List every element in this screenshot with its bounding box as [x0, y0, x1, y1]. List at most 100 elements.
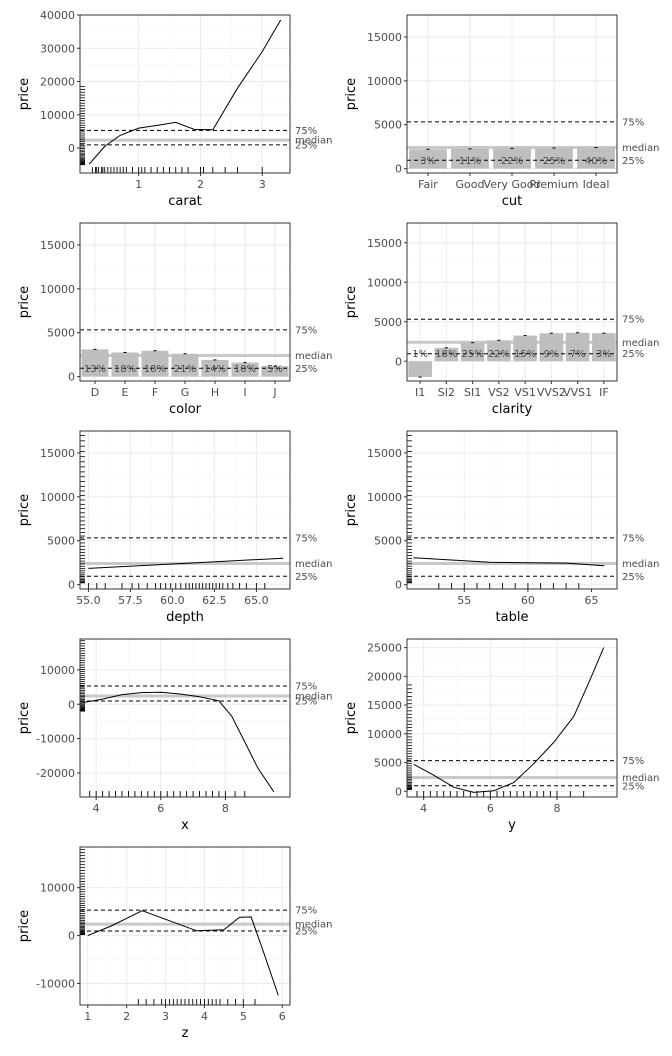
- label-25: 25%: [622, 156, 644, 167]
- x-tick-label: VS2: [488, 386, 510, 399]
- percent-label: 18%: [114, 364, 136, 375]
- x-tick-label: 4: [201, 1010, 208, 1023]
- label-75: 75%: [622, 315, 644, 326]
- label-75: 75%: [295, 126, 317, 137]
- y-axis-title: price: [17, 702, 32, 734]
- y-tick-label: 0: [68, 698, 75, 711]
- x-tick-label: 4: [420, 802, 427, 815]
- x-tick-label: VVS1: [563, 386, 592, 399]
- bar: [451, 148, 489, 169]
- x-tick-label: H: [211, 386, 219, 399]
- y-tick-label: 10000: [367, 728, 402, 741]
- x-tick-label: J: [272, 386, 276, 399]
- x-tick-label: 5: [240, 1010, 247, 1023]
- percent-label: 21%: [174, 364, 196, 375]
- y-axis-title: price: [17, 286, 32, 318]
- x-tick-label: E: [122, 386, 129, 399]
- percent-label: 18%: [144, 364, 166, 375]
- x-tick-label: 6: [279, 1010, 286, 1023]
- panel-border: [79, 14, 291, 174]
- x-axis-title: x: [181, 818, 189, 833]
- y-tick-label: 15000: [40, 239, 75, 252]
- x-tick-label: SI2: [438, 386, 455, 399]
- x-axis-title: cut: [502, 194, 522, 209]
- x-tick-label: Good: [456, 178, 485, 191]
- x-tick-label: I1: [415, 386, 425, 399]
- y-tick-label: 5000: [374, 757, 402, 770]
- panel-border: [406, 638, 618, 798]
- percent-label: 25%: [462, 349, 484, 360]
- y-tick-label: 10000: [367, 491, 402, 504]
- x-tick-label: 55.0: [76, 594, 101, 607]
- y-tick-label: 0: [68, 930, 75, 943]
- label-median: median: [295, 559, 333, 570]
- x-tick-label: 65.0: [244, 594, 269, 607]
- x-axis-title: y: [508, 818, 516, 833]
- label-75: 75%: [295, 533, 317, 544]
- panel-border: [79, 638, 291, 798]
- y-axis-title: price: [17, 78, 32, 110]
- y-tick-label: 10000: [40, 882, 75, 895]
- series-line: [83, 691, 275, 793]
- x-tick-label: 55: [457, 594, 471, 607]
- x-tick-label: Ideal: [583, 178, 610, 191]
- x-tick-label: VS1: [514, 386, 536, 399]
- y-tick-label: 10000: [367, 276, 402, 289]
- label-median: median: [622, 143, 660, 154]
- y-tick-label: 0: [395, 355, 402, 368]
- label-25: 25%: [622, 349, 644, 360]
- label-25: 25%: [295, 572, 317, 583]
- label-75: 75%: [622, 756, 644, 767]
- percent-label: 25%: [543, 156, 565, 167]
- panel-border: [406, 430, 618, 590]
- y-tick-label: 20000: [367, 670, 402, 683]
- y-axis-title: price: [17, 910, 32, 942]
- x-tick-label: 62.5: [202, 594, 227, 607]
- label-25: 25%: [622, 572, 644, 583]
- x-axis-title: color: [169, 402, 202, 417]
- y-tick-label: 10000: [367, 75, 402, 88]
- x-tick-label: Premium: [530, 178, 579, 191]
- percent-label: 14%: [204, 364, 226, 375]
- bar: [460, 342, 485, 362]
- label-75: 75%: [295, 325, 317, 336]
- bar: [111, 352, 139, 377]
- x-tick-label: 1: [84, 1010, 91, 1023]
- y-tick-label: 15000: [40, 447, 75, 460]
- x-tick-label: 60.0: [160, 594, 185, 607]
- percent-label: 13%: [84, 364, 106, 375]
- x-axis-title: clarity: [492, 402, 533, 417]
- percent-label: 3%: [596, 349, 612, 360]
- bar: [487, 340, 511, 362]
- y-tick-label: 0: [68, 371, 75, 384]
- x-axis-title: carat: [168, 194, 202, 209]
- panel-y: 0 5000 10000 15000 20000 25000 4 6 8 y price 75% med…: [344, 638, 660, 833]
- label-75: 75%: [622, 533, 644, 544]
- y-tick-label: 5000: [47, 327, 75, 340]
- x-tick-label: 57.5: [118, 594, 143, 607]
- percent-label: 5%: [267, 364, 283, 375]
- y-tick-label: 25000: [367, 642, 402, 655]
- panel-depth: 0 5000 10000 15000 55.0 57.5 60.0 62.5 65.0 depth…: [17, 430, 333, 625]
- x-tick-label: Fair: [418, 178, 438, 191]
- series-line: [88, 557, 284, 569]
- y-tick-label: 0: [68, 142, 75, 155]
- label-25: 25%: [295, 140, 317, 151]
- y-tick-label: 40000: [40, 9, 75, 22]
- y-tick-label: 30000: [40, 42, 75, 55]
- bar: [171, 353, 199, 377]
- percent-label: 18%: [435, 349, 457, 360]
- x-tick-label: 8: [554, 802, 561, 815]
- y-tick-label: -20000: [36, 767, 75, 780]
- panel-clarity: 1% 18% 25% 22% 15% 9% 7% 3% 0 5000 10000 15000 I1 SI2…: [344, 222, 660, 417]
- x-tick-label: IF: [599, 386, 609, 399]
- y-axis-title: price: [344, 286, 359, 318]
- bar: [513, 335, 537, 362]
- panel-border: [79, 846, 291, 1006]
- x-tick-label: 1: [135, 178, 142, 191]
- y-tick-label: 5000: [47, 535, 75, 548]
- bar: [261, 366, 289, 377]
- bar: [409, 149, 447, 169]
